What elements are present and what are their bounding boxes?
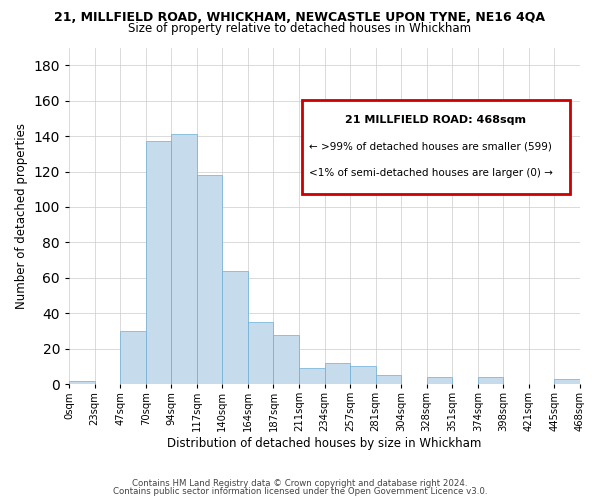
Bar — [120, 331, 146, 384]
Bar — [299, 368, 325, 384]
Bar — [427, 377, 452, 384]
Text: 21 MILLFIELD ROAD: 468sqm: 21 MILLFIELD ROAD: 468sqm — [345, 116, 526, 126]
Bar — [376, 376, 401, 384]
Bar — [248, 322, 274, 384]
Text: Contains HM Land Registry data © Crown copyright and database right 2024.: Contains HM Land Registry data © Crown c… — [132, 479, 468, 488]
X-axis label: Distribution of detached houses by size in Whickham: Distribution of detached houses by size … — [167, 437, 482, 450]
Bar — [223, 270, 248, 384]
Bar — [554, 379, 580, 384]
Bar — [197, 175, 223, 384]
Text: ← >99% of detached houses are smaller (599): ← >99% of detached houses are smaller (5… — [309, 142, 552, 152]
Text: <1% of semi-detached houses are larger (0) →: <1% of semi-detached houses are larger (… — [309, 168, 553, 178]
Bar — [478, 377, 503, 384]
Bar — [171, 134, 197, 384]
Text: 21, MILLFIELD ROAD, WHICKHAM, NEWCASTLE UPON TYNE, NE16 4QA: 21, MILLFIELD ROAD, WHICKHAM, NEWCASTLE … — [55, 11, 545, 24]
Y-axis label: Number of detached properties: Number of detached properties — [15, 123, 28, 309]
FancyBboxPatch shape — [302, 100, 570, 194]
Text: Size of property relative to detached houses in Whickham: Size of property relative to detached ho… — [128, 22, 472, 35]
Bar — [146, 142, 171, 384]
Bar — [274, 334, 299, 384]
Bar — [69, 380, 95, 384]
Bar — [350, 366, 376, 384]
Bar — [325, 363, 350, 384]
Text: Contains public sector information licensed under the Open Government Licence v3: Contains public sector information licen… — [113, 487, 487, 496]
